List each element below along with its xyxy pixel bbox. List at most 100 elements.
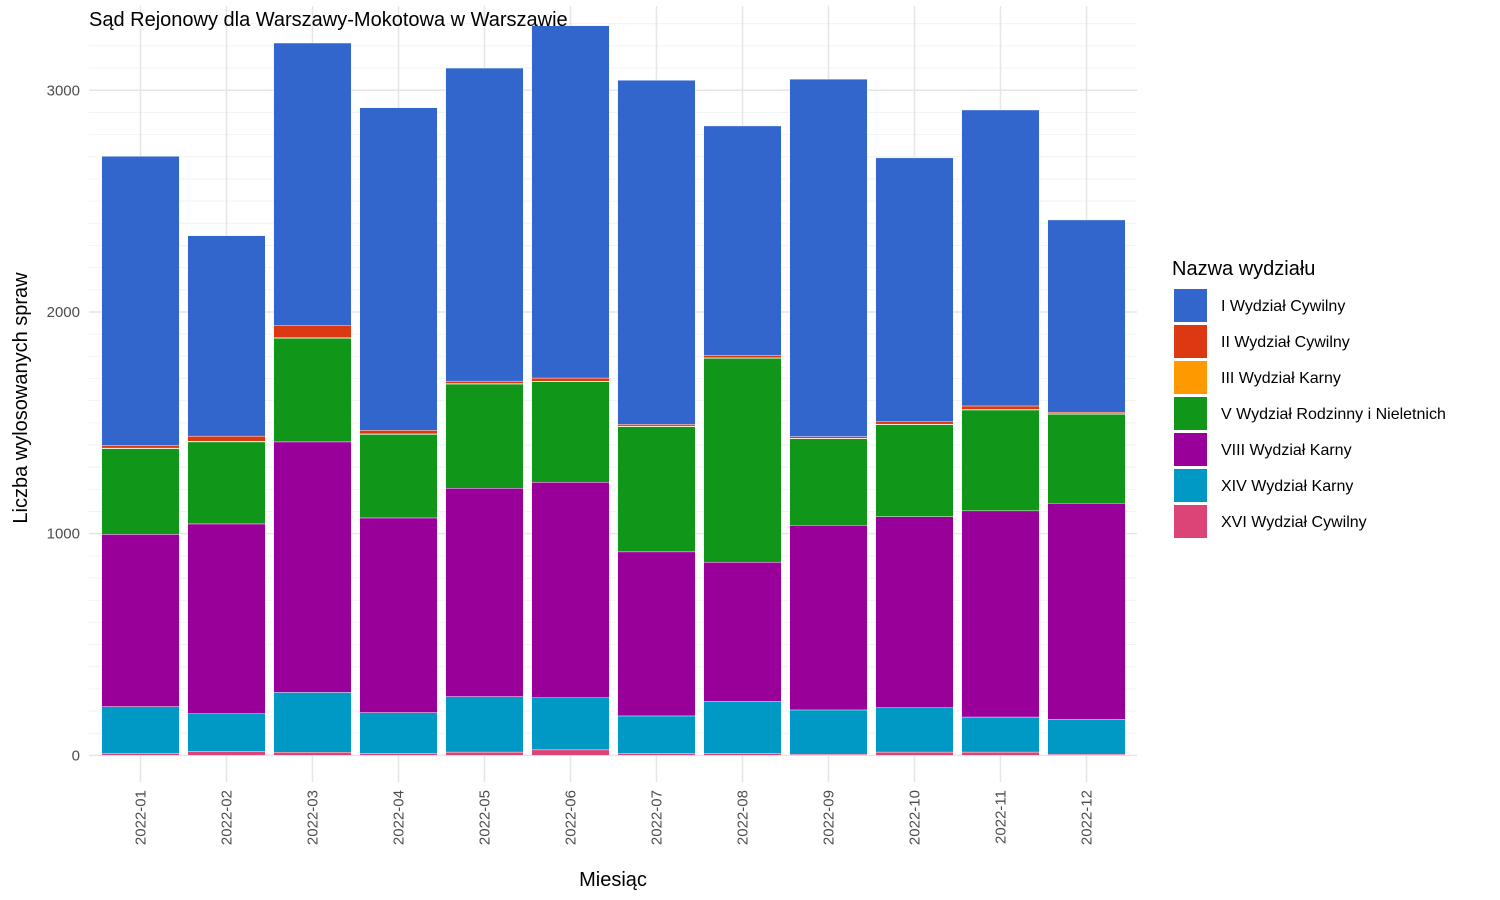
bar-segment [359,434,438,519]
bar-stack-2022-05 [445,67,524,756]
bar-segment [445,67,524,382]
legend-swatch [1174,469,1207,502]
bar-segment [273,752,352,756]
x-tick-label: 2022-05 [477,790,494,845]
legend-item: VIII Wydział Karny [1174,433,1352,466]
bar-segment [101,156,180,446]
legend-label: II Wydział Cywilny [1221,334,1350,351]
bar-stack-2022-07 [617,80,696,756]
chart-title: Sąd Rejonowy dla Warszawy-Mokotowa w War… [89,9,568,31]
bar-segment [1047,411,1126,414]
bar-segment [273,337,352,443]
x-axis-title: Miesiąc [579,869,647,891]
bar-stack-2022-10 [875,157,954,756]
bar-stack-2022-11 [961,109,1040,756]
bar-segment [531,749,610,756]
legend-label: XIV Wydział Karny [1221,478,1353,495]
y-tick-label: 3000 [47,82,80,99]
bar-segment [789,436,868,439]
x-tick-label: 2022-01 [133,790,150,845]
legend-items: I Wydział Cywilny II Wydział Cywilny III W… [1174,289,1446,538]
bar-segment [875,751,954,756]
y-axis-title: Liczba wylosowanych spraw [10,272,32,524]
bar-segment [101,706,180,754]
bar-segment [1047,219,1126,413]
bar-segment [101,752,180,756]
bar-segment [359,753,438,756]
legend-swatch [1174,433,1207,466]
bar-segment [531,381,610,483]
y-tick-label: 2000 [47,304,80,321]
bar-segment [187,523,266,714]
bar-segment [789,438,868,526]
x-tick-label: 2022-08 [735,790,752,845]
bar-segment [961,510,1040,718]
bar-segment [445,751,524,756]
bar-segment [961,109,1040,407]
x-tick-label: 2022-04 [391,790,408,845]
y-tick-label: 1000 [47,526,80,543]
bar-segment [101,445,180,449]
bar-segment [273,42,352,326]
bar-segment [187,751,266,756]
bar-segment [273,692,352,753]
bar-segment [703,701,782,754]
bar-segment [187,235,266,437]
bar-segment [617,715,696,754]
bar-segment [273,441,352,693]
bar-segment [445,383,524,489]
bar-segment [875,157,954,422]
y-tick-label: 0 [72,747,80,764]
bar-segment [359,430,438,435]
bar-stack-2022-08 [703,125,782,756]
bar-segment [703,125,782,356]
x-tick-label: 2022-06 [563,790,580,845]
bar-segment [531,377,610,382]
bar-segment [617,426,696,553]
bar-segment [273,325,352,338]
legend-label: III Wydział Karny [1221,370,1341,387]
bar-segment [703,562,782,702]
bar-segment [703,753,782,756]
bar-segment [1047,413,1126,504]
bar-segment [789,78,868,437]
legend-item: III Wydział Karny [1174,361,1341,394]
bar-stack-2022-04 [359,107,438,756]
y-axis-ticks: 0 1000 2000 3000 [47,82,80,764]
bar-segment [875,516,954,708]
bar-stack-2022-09 [789,78,868,756]
bar-segment [101,534,180,707]
bar-segment [617,424,696,427]
bar-segment [187,435,266,442]
bar-segment [445,380,524,384]
x-tick-label: 2022-03 [305,790,322,845]
bar-segment [961,716,1040,753]
bar-stack-2022-03 [273,42,352,756]
bar-segment [531,482,610,698]
bar-segment [359,517,438,713]
legend-label: I Wydział Cywilny [1221,298,1345,315]
legend-item: II Wydział Cywilny [1174,325,1350,358]
bar-segment [1047,719,1126,755]
legend: Nazwa wydziału I Wydział Cywilny II Wydzi… [1172,258,1446,538]
legend-swatch [1174,505,1207,538]
bar-stack-2022-12 [1047,219,1126,756]
bar-segment [875,424,954,517]
legend-label: XVI Wydział Cywilny [1221,514,1367,531]
x-tick-label: 2022-12 [1079,790,1096,845]
bar-segment [617,551,696,717]
bar-segment [703,355,782,359]
bar-segment [359,712,438,754]
bar-segment [961,409,1040,512]
bar-segment [617,80,696,425]
bar-segment [187,713,266,752]
bar-segment [101,448,180,535]
bar-segment [961,751,1040,756]
legend-label: V Wydział Rodzinny i Nieletnich [1221,406,1446,423]
bar-segment [445,488,524,697]
legend-swatch [1174,397,1207,430]
x-tick-label: 2022-10 [907,790,924,845]
legend-swatch [1174,325,1207,358]
bar-segment [359,107,438,431]
bar-stack-2022-06 [531,25,610,756]
